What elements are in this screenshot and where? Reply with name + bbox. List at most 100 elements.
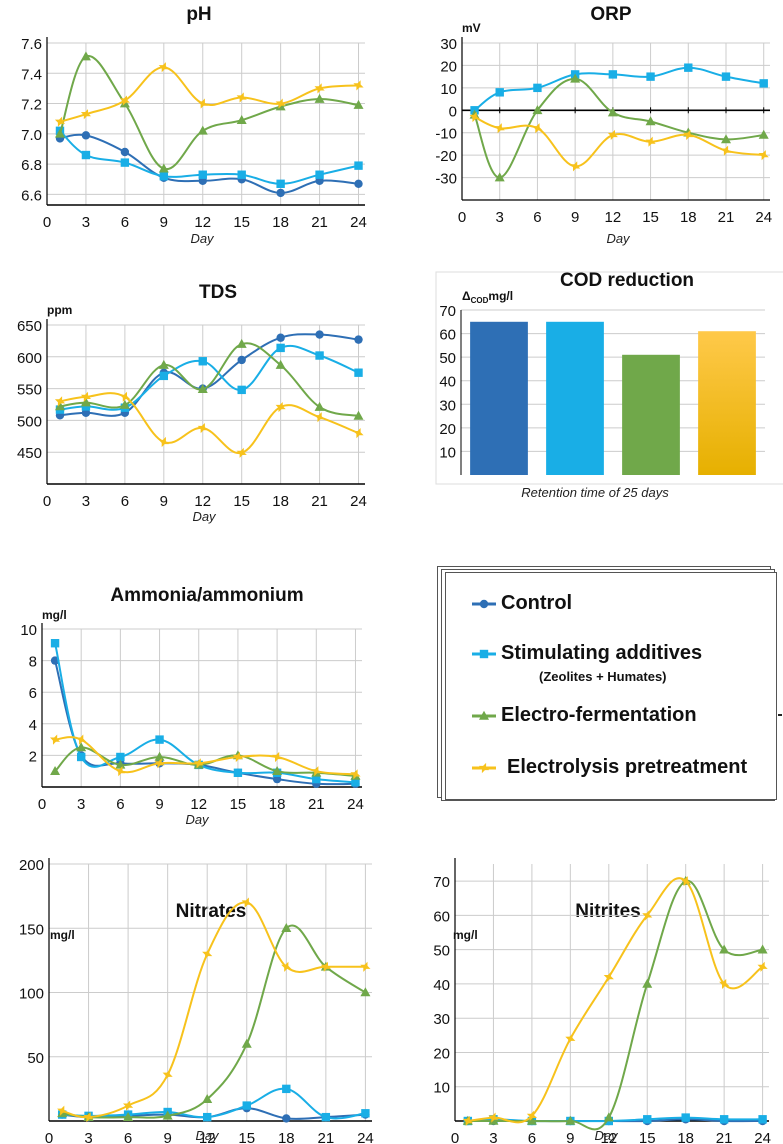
y-tick-label: 50 xyxy=(433,943,450,960)
data-point-electrolysis xyxy=(275,98,286,109)
x-tick-label: 24 xyxy=(347,796,364,813)
data-point-electro xyxy=(202,1093,213,1103)
x-tick-label: 6 xyxy=(124,1130,132,1144)
y-tick-label: 10 xyxy=(20,622,37,639)
data-point-electrolysis xyxy=(353,80,364,91)
legend: Control Stimulating additives (Zeolites … xyxy=(437,566,782,801)
data-point-electro xyxy=(275,359,286,369)
data-point-electrolysis xyxy=(232,751,243,763)
x-tick-label: 15 xyxy=(642,209,659,226)
data-point-additives xyxy=(276,343,285,353)
bar-electrolysis xyxy=(698,331,756,475)
y-tick-label: 150 xyxy=(19,921,44,938)
y-tick-label: 0 xyxy=(449,103,457,120)
data-point-electrolysis xyxy=(532,123,543,134)
y-tick-label: 7.0 xyxy=(21,127,42,144)
y-tick-label: 60 xyxy=(439,327,456,344)
data-point-additives xyxy=(758,1115,767,1124)
series-electrolysis xyxy=(57,897,371,1123)
data-point-electrolysis xyxy=(275,402,286,413)
data-point-control xyxy=(282,1114,291,1123)
y-tick-label: 500 xyxy=(17,413,42,430)
x-tick-label: 6 xyxy=(121,214,129,231)
data-point-electro xyxy=(158,359,169,369)
data-point-electro xyxy=(241,1038,252,1048)
data-point-additives xyxy=(681,1113,690,1122)
data-point-electrolysis xyxy=(526,1110,537,1121)
y-unit-label: mV xyxy=(462,21,481,35)
y-tick-label: 8 xyxy=(29,654,37,671)
data-point-electro xyxy=(54,128,65,138)
data-point-control xyxy=(276,333,285,342)
data-point-electrolysis xyxy=(57,1105,68,1116)
data-point-additives xyxy=(242,1101,251,1110)
data-point-electro xyxy=(236,115,247,125)
series-additives xyxy=(55,126,363,189)
data-point-additives xyxy=(759,79,768,88)
x-tick-label: 0 xyxy=(43,214,51,231)
data-point-additives xyxy=(315,170,324,179)
series-line-electro xyxy=(473,77,764,179)
data-point-additives xyxy=(198,170,207,179)
x-tick-label: 24 xyxy=(350,493,367,510)
data-point-additives xyxy=(321,1112,331,1122)
x-tick-label: 0 xyxy=(458,209,466,226)
series-line-electrolysis xyxy=(474,116,764,168)
x-tick-label: 12 xyxy=(190,796,207,813)
data-point-control xyxy=(354,335,363,344)
data-point-control xyxy=(276,188,285,198)
data-point-additives xyxy=(198,357,207,366)
data-point-electrolysis xyxy=(720,145,732,156)
y-tick-label: 6.6 xyxy=(21,187,42,204)
chart-title: pH xyxy=(186,4,211,25)
series-electrolysis xyxy=(462,876,768,1127)
data-point-electro xyxy=(158,163,169,173)
x-tick-label: 15 xyxy=(238,1130,255,1144)
y-tick-label: 60 xyxy=(433,908,450,925)
x-axis-label: Day xyxy=(192,509,217,524)
data-point-electrolysis xyxy=(154,758,165,769)
x-tick-label: 9 xyxy=(163,1130,171,1144)
y-tick-label: 100 xyxy=(19,986,44,1003)
data-point-electro xyxy=(54,401,65,411)
data-point-electro xyxy=(494,172,505,182)
series-additives xyxy=(470,63,768,115)
y-tick-label: 50 xyxy=(439,350,456,367)
legend-marker-shape xyxy=(479,599,489,609)
data-point-electrolysis xyxy=(607,129,618,140)
data-point-electro xyxy=(281,923,292,933)
y-tick-label: 20 xyxy=(440,58,457,75)
data-point-electrolysis xyxy=(603,972,614,983)
data-point-additives xyxy=(81,150,91,160)
data-point-additives xyxy=(361,1109,370,1118)
data-point-electrolysis xyxy=(193,758,204,769)
x-tick-label: 24 xyxy=(350,214,367,231)
x-tick-label: 0 xyxy=(451,1130,459,1144)
data-point-electrolysis xyxy=(50,734,61,745)
data-point-electro xyxy=(758,129,769,139)
data-point-additives xyxy=(159,172,169,181)
data-point-electrolysis xyxy=(350,769,361,780)
y-unit-label: mg/l xyxy=(453,928,478,942)
data-point-electrolysis xyxy=(197,98,208,109)
data-point-electro xyxy=(532,105,543,115)
data-point-electrolysis xyxy=(494,123,505,134)
data-point-electrolysis xyxy=(570,161,581,172)
series-electrolysis xyxy=(54,62,364,127)
data-point-electrolysis xyxy=(119,95,130,106)
y-tick-label: 10 xyxy=(439,444,456,461)
y-tick-label: 70 xyxy=(439,303,456,320)
y-tick-label: -10 xyxy=(435,126,457,143)
data-point-additives xyxy=(233,768,243,777)
y-tick-label: 200 xyxy=(19,857,44,874)
data-point-additives xyxy=(312,774,321,784)
data-point-additives xyxy=(354,368,363,377)
data-point-electrolysis xyxy=(565,1033,576,1044)
data-point-electrolysis xyxy=(162,1069,173,1080)
data-point-electro xyxy=(115,759,126,769)
y-tick-label: 650 xyxy=(17,318,42,335)
x-axis-label: Day xyxy=(185,812,210,827)
chart-title: Nitrates xyxy=(176,901,247,922)
data-point-electrolysis xyxy=(281,961,292,972)
data-point-electrolysis xyxy=(680,876,691,887)
